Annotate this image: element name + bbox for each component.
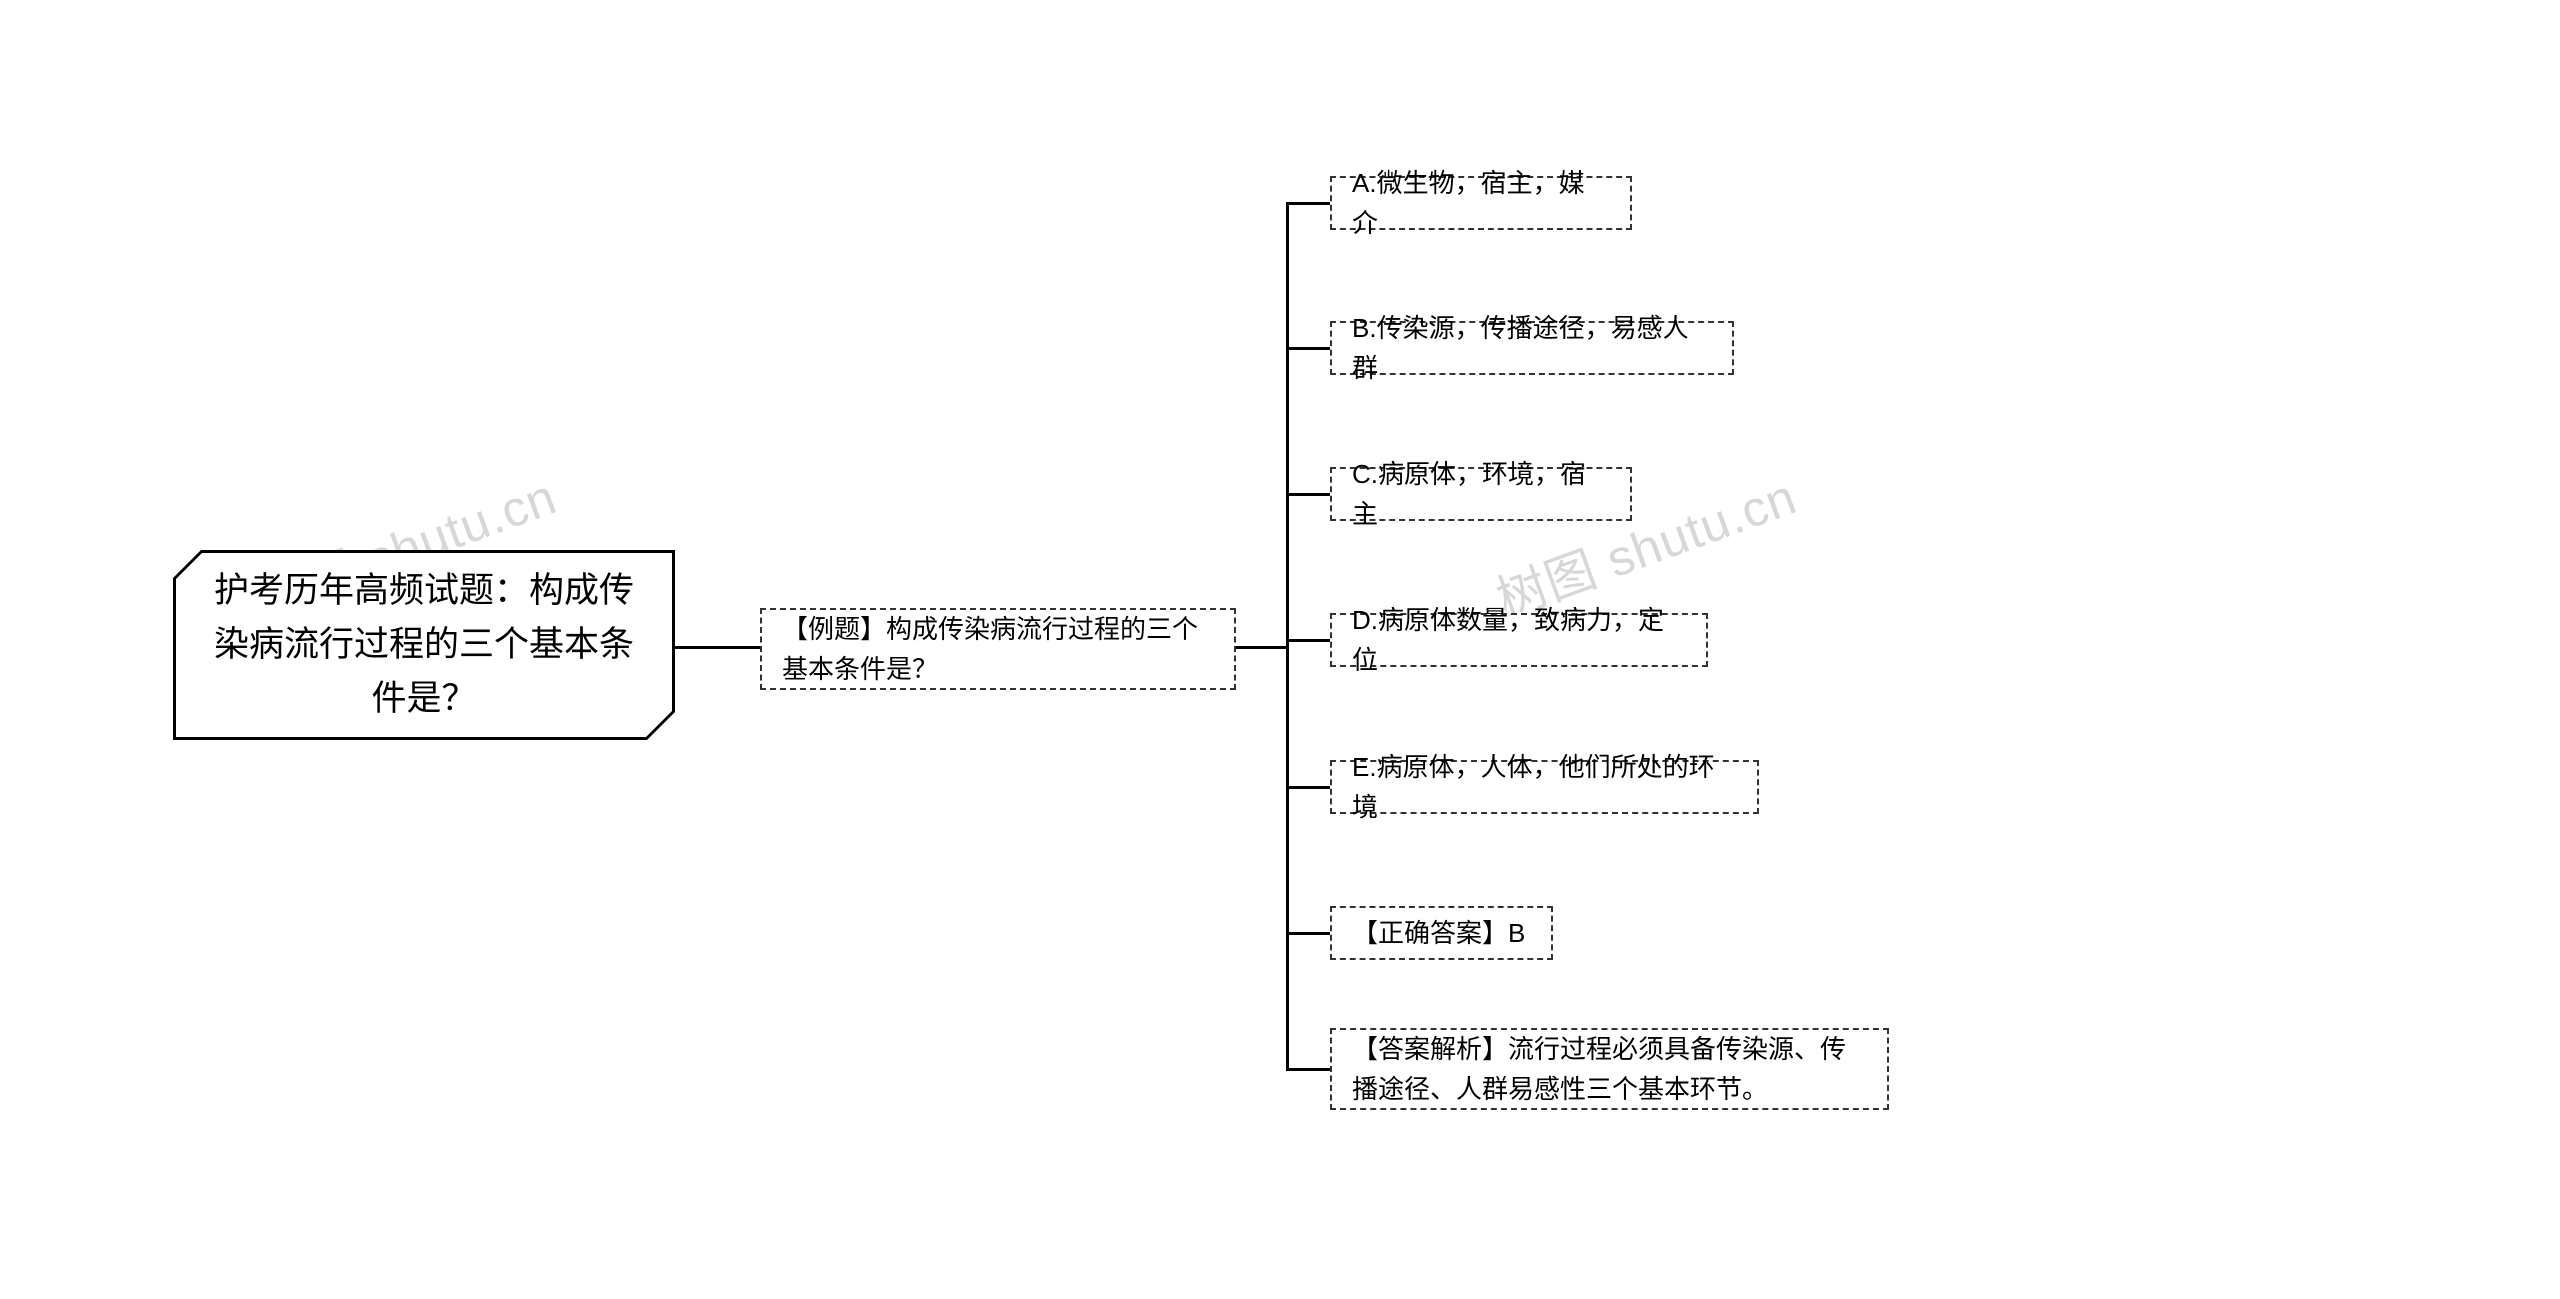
connector-root-l1 (675, 646, 760, 649)
answer-label: 【正确答案】B (1352, 913, 1525, 953)
option-c-node: C.病原体，环境，宿主 (1330, 467, 1632, 521)
option-d-node: D.病原体数量，致病力，定位 (1330, 613, 1708, 667)
option-c-label: C.病原体，环境，宿主 (1352, 454, 1610, 535)
option-e-label: E.病原体，人体，他们所处的环境 (1352, 747, 1737, 828)
root-node: 护考历年高频试题：构成传染病流行过程的三个基本条件是？ (173, 550, 675, 740)
question-label: 【例题】构成传染病流行过程的三个基本条件是？ (782, 609, 1214, 690)
connector-l1-bus (1236, 646, 1286, 649)
connector-child-1 (1286, 347, 1330, 350)
option-a-label: A.微生物，宿主，媒介 (1352, 163, 1610, 244)
connector-child-6 (1286, 1068, 1330, 1071)
connector-child-2 (1286, 493, 1330, 496)
connector-child-4 (1286, 786, 1330, 789)
connector-child-5 (1286, 932, 1330, 935)
option-b-node: B.传染源，传播途径，易感人群 (1330, 321, 1734, 375)
option-b-label: B.传染源，传播途径，易感人群 (1352, 308, 1712, 389)
option-a-node: A.微生物，宿主，媒介 (1330, 176, 1632, 230)
option-e-node: E.病原体，人体，他们所处的环境 (1330, 760, 1759, 814)
connector-child-3 (1286, 639, 1330, 642)
root-node-label: 护考历年高频试题：构成传染病流行过程的三个基本条件是？ (176, 553, 672, 737)
mindmap-canvas: 树图 shutu.cn 树图 shutu.cn 护考历年高频试题：构成传染病流行… (0, 0, 2560, 1299)
explanation-node: 【答案解析】流行过程必须具备传染源、传播途径、人群易感性三个基本环节。 (1330, 1028, 1889, 1110)
connector-child-0 (1286, 202, 1330, 205)
option-d-label: D.病原体数量，致病力，定位 (1352, 600, 1686, 681)
explanation-label: 【答案解析】流行过程必须具备传染源、传播途径、人群易感性三个基本环节。 (1352, 1029, 1867, 1110)
answer-node: 【正确答案】B (1330, 906, 1553, 960)
connector-bus (1286, 203, 1289, 1069)
question-node: 【例题】构成传染病流行过程的三个基本条件是？ (760, 608, 1236, 690)
